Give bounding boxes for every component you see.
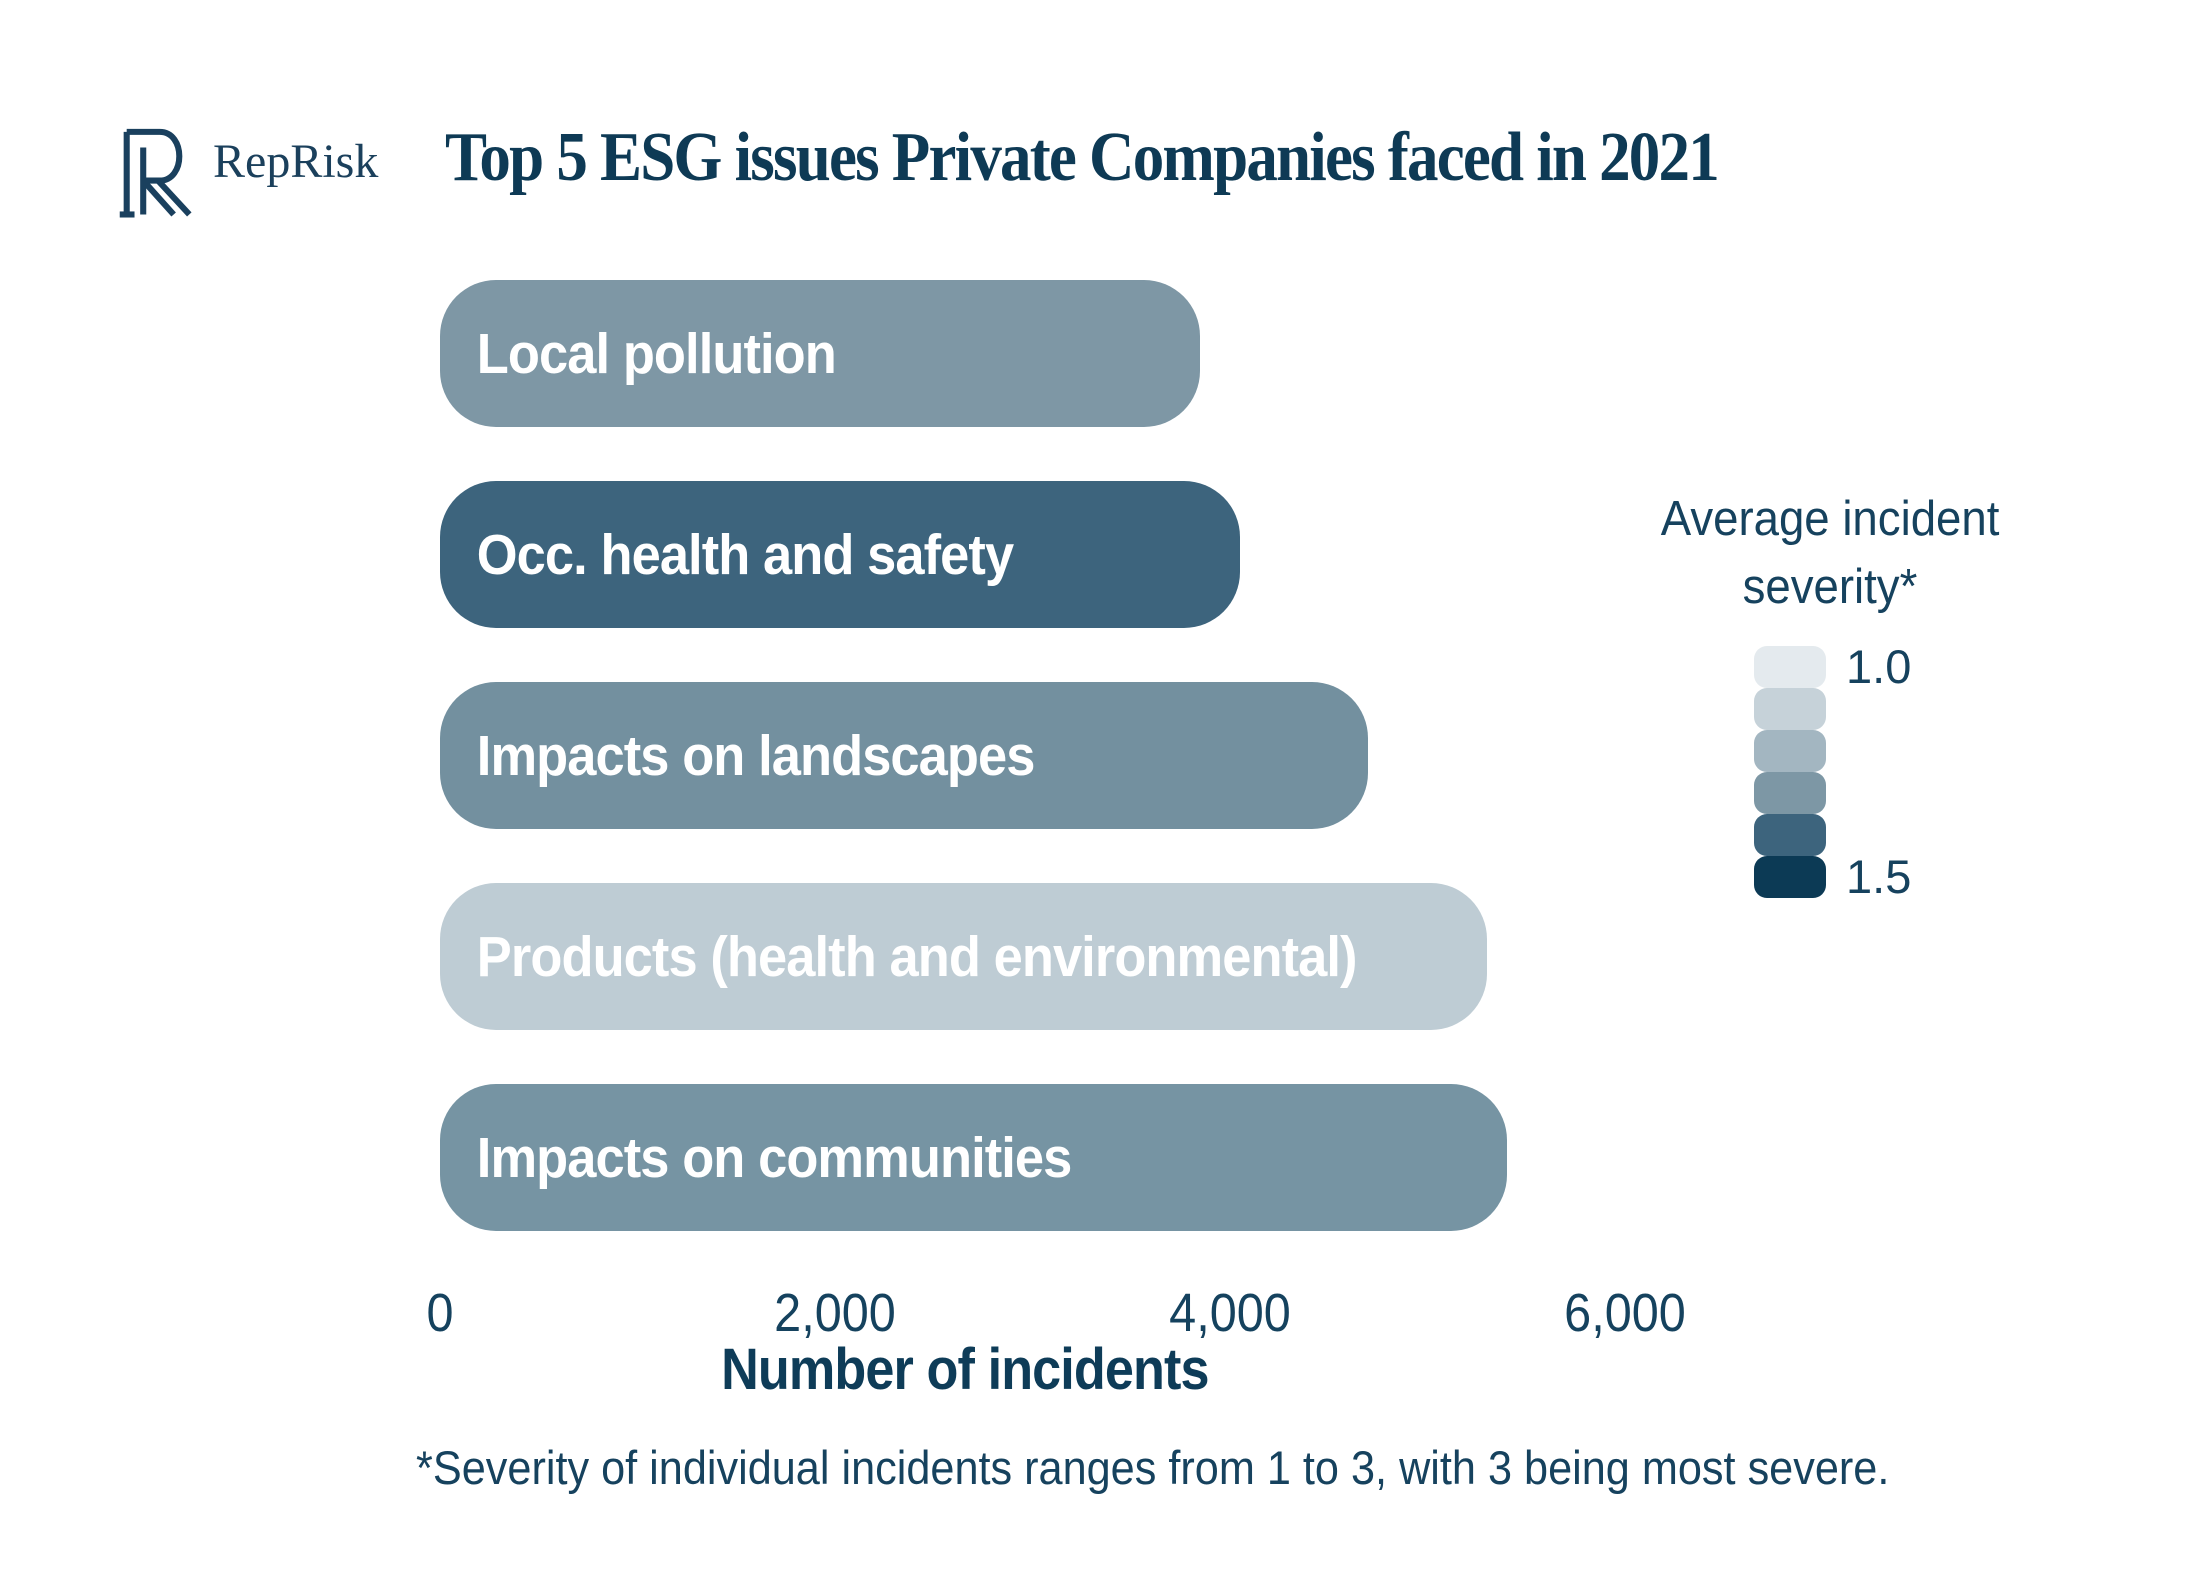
bar-label: Occ. health and safety — [476, 522, 1014, 587]
legend-title-line1: Average incident — [1660, 492, 2000, 546]
bar-occ-health-and-safety: Occ. health and safety — [440, 481, 1240, 628]
legend-title-line2: severity* — [1742, 559, 1918, 614]
legend-swatch-2 — [1754, 688, 1826, 730]
bar-impacts-on-communities: Impacts on communities — [440, 1084, 1507, 1231]
x-tick-4000: 4,000 — [1169, 1283, 1291, 1343]
legend-swatch-1 — [1754, 646, 1826, 688]
x-axis-label: Number of incidents — [721, 1337, 1209, 1402]
legend-max-label: 1.0 — [1846, 640, 1912, 693]
bar-local-pollution: Local pollution — [440, 280, 1200, 427]
x-tick-0: 0 — [426, 1283, 454, 1343]
legend-swatch-6 — [1754, 856, 1826, 898]
bar-products-health-and-environmental: Products (health and environmental) — [440, 883, 1487, 1030]
bar-label: Products (health and environmental) — [476, 924, 1358, 989]
footnote: *Severity of individual incidents ranges… — [416, 1441, 1890, 1494]
legend-swatch-3 — [1754, 730, 1826, 772]
x-tick-6000: 6,000 — [1564, 1283, 1686, 1343]
chart-title: Top 5 ESG issues Private Companies faced… — [445, 119, 1720, 196]
bar-label: Impacts on communities — [476, 1125, 1073, 1190]
reprisk-logo-icon — [119, 128, 192, 218]
legend-swatch-5 — [1754, 814, 1826, 856]
legend-swatch-4 — [1754, 772, 1826, 814]
bar-label: Impacts on landscapes — [476, 723, 1036, 788]
x-tick-2000: 2,000 — [774, 1283, 896, 1343]
legend-color-scale — [1754, 646, 1826, 898]
logo-text: RepRisk — [213, 135, 379, 188]
bar-label: Local pollution — [476, 321, 837, 386]
bar-impacts-on-landscapes: Impacts on landscapes — [440, 682, 1368, 829]
legend-min-label: 1.5 — [1846, 850, 1912, 903]
legend-title: Average incident severity* — [1600, 486, 2060, 621]
